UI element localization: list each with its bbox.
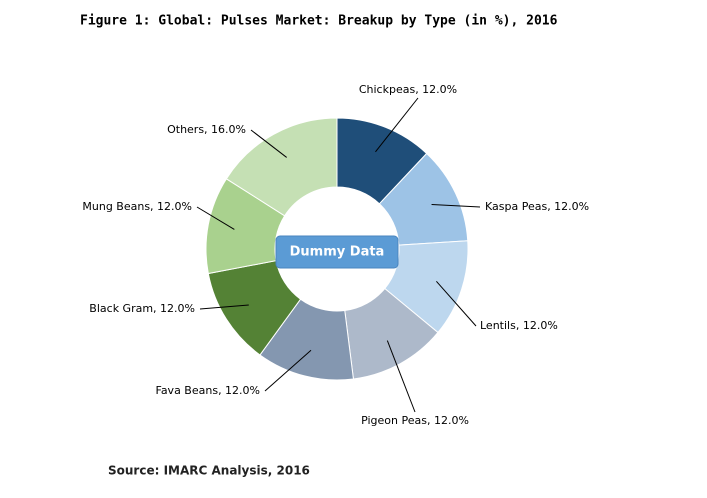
donut: [205, 117, 469, 381]
data-label: Pigeon Peas, 12.0%: [361, 414, 469, 427]
data-label: Lentils, 12.0%: [480, 319, 558, 332]
leader-line: [431, 204, 481, 208]
leader-line: [264, 349, 312, 392]
leader-line: [436, 280, 477, 327]
watermark-box: [275, 235, 399, 269]
source: Source: IMARC Analysis, 2016: [108, 464, 310, 478]
leader-line: [199, 304, 249, 310]
data-label: Others, 16.0%: [167, 123, 246, 136]
leader-line: [250, 129, 287, 158]
slice: [225, 117, 338, 217]
leader-line: [375, 97, 419, 153]
leader-line: [196, 206, 235, 230]
data-label: Kaspa Peas, 12.0%: [485, 200, 589, 213]
chart-title: Figure 1: Global: Pulses Market: Breakup…: [80, 14, 558, 29]
data-label: Chickpeas, 12.0%: [359, 83, 457, 96]
leader-line: [386, 340, 416, 413]
watermark: Dummy Data: [290, 245, 385, 260]
data-label: Black Gram, 12.0%: [89, 302, 195, 315]
data-label: Mung Beans, 12.0%: [82, 200, 192, 213]
data-label: Fava Beans, 12.0%: [156, 384, 261, 397]
